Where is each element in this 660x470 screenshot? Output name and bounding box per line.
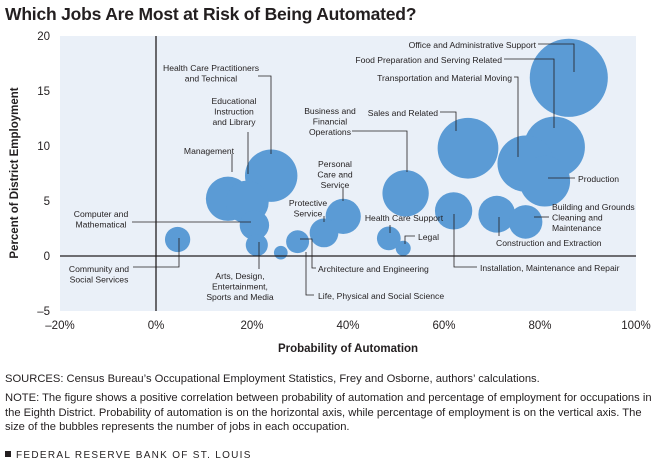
- label-construction-and-extraction: Construction and Extraction: [496, 238, 602, 248]
- leader-line-business-and-financial-operations: [352, 130, 408, 172]
- footer: FEDERAL RESERVE BANK OF ST. LOUIS: [5, 450, 252, 461]
- bubble-label-layer: Office and Administrative Support Food Pr…: [69, 40, 635, 302]
- leader-line-life-physical-and-social-science: [305, 252, 314, 296]
- bubble-office-and-administrative-support: [529, 38, 608, 117]
- leader-line-layer: [132, 43, 575, 296]
- footer-square-icon: [5, 451, 11, 457]
- bubble-arts-design-entertainment-sports-and-media: [245, 233, 268, 257]
- label-educational-instruction-and-library: Educational Instruction and Library: [212, 96, 257, 127]
- y-tick-label: –5: [37, 306, 50, 318]
- label-community-and-social-services: Community and Social Services: [69, 264, 129, 285]
- bubble-installation-maintenance-and-repair: [434, 192, 473, 230]
- label-transportation-and-material-moving: Transportation and Material Moving: [377, 73, 512, 83]
- leader-line-food-preparation-and-serving-related: [504, 58, 555, 128]
- bubble-business-and-financial-operations: [382, 170, 429, 217]
- label-personal-care-and-service: Personal Care and Service: [317, 159, 353, 190]
- label-production: Production: [578, 174, 619, 184]
- bubble-computer-and-mathematical: [239, 210, 270, 240]
- bubble-construction-and-extraction: [478, 195, 516, 233]
- tick-label-layer: –20% 0% 20% 40% 60% 80% 100% –5 0 5 10 15 20: [37, 31, 651, 332]
- leader-line-health-care-practitioners-and-technical: [258, 75, 272, 154]
- bubble-sales-and-related: [437, 117, 499, 179]
- bubble-life-physical-and-social-science: [273, 245, 288, 260]
- axes-layer: [60, 36, 636, 311]
- sources-note: SOURCES: Census Bureau’s Occupational Em…: [5, 373, 540, 385]
- y-tick-label: 10: [37, 141, 50, 153]
- x-axis-label: Probability of Automation: [278, 343, 418, 355]
- label-food-preparation-and-serving-related: Food Preparation and Serving Related: [355, 55, 502, 65]
- label-arts-design-entertainment-sports-and-media: Arts, Design, Entertainment, Sports and Me…: [206, 271, 274, 302]
- x-tick-label: 20%: [240, 320, 263, 332]
- x-tick-label: 0%: [148, 320, 165, 332]
- leader-line-office-and-administrative-support: [538, 43, 575, 72]
- x-tick-label: –20%: [45, 320, 74, 332]
- leader-line-installation-maintenance-and-repair: [453, 214, 477, 268]
- bubble-building-and-grounds-cleaning-and-maintenance: [508, 205, 543, 239]
- leader-line-transportation-and-material-moving: [514, 76, 519, 157]
- y-axis-label: Percent of District Employment: [9, 87, 21, 258]
- x-tick-label: 100%: [621, 320, 650, 332]
- leader-line-sales-and-related: [440, 111, 457, 131]
- chart-title: Which Jobs Are Most at Risk of Being Aut…: [5, 4, 417, 24]
- label-office-and-administrative-support: Office and Administrative Support: [409, 40, 537, 50]
- y-tick-label: 0: [44, 251, 50, 263]
- label-architecture-and-engineering: Architecture and Engineering: [318, 264, 429, 274]
- bubble-legal: [395, 240, 411, 256]
- label-sales-and-related: Sales and Related: [368, 108, 438, 118]
- x-tick-label: 40%: [336, 320, 359, 332]
- bubble-protective-service: [309, 218, 339, 248]
- bubble-production: [519, 155, 571, 207]
- label-management: Management: [184, 146, 235, 156]
- label-installation-maintenance-and-repair: Installation, Maintenance and Repair: [480, 263, 620, 273]
- label-health-care-support: Health Care Support: [365, 213, 444, 223]
- y-tick-label: 20: [37, 31, 50, 43]
- label-life-physical-and-social-science: Life, Physical and Social Science: [318, 291, 444, 301]
- bubble-architecture-and-engineering: [286, 230, 310, 254]
- label-building-and-grounds-cleaning-and-maintenance: Building and Grounds Cleaning and Maintena…: [552, 202, 635, 233]
- y-tick-label: 5: [44, 196, 50, 208]
- x-tick-label: 80%: [528, 320, 551, 332]
- label-business-and-financial-operations: Business and Financial Operations: [304, 106, 356, 137]
- label-health-care-practitioners-and-technical: Health Care Practitioners and Technical: [163, 63, 259, 84]
- footer-text: FEDERAL RESERVE BANK OF ST. LOUIS: [16, 450, 252, 461]
- leader-line-legal: [404, 235, 415, 244]
- leader-line-community-and-social-services: [133, 238, 180, 268]
- bubble-chart: –20% 0% 20% 40% 60% 80% 100% –5 0 5 10 15 20 Office …: [9, 31, 651, 355]
- x-tick-label: 60%: [432, 320, 455, 332]
- label-legal: Legal: [418, 232, 439, 242]
- bubble-community-and-social-services: [164, 226, 191, 253]
- figure-note: NOTE: The figure shows a positive correl…: [5, 392, 652, 434]
- y-tick-label: 15: [37, 86, 50, 98]
- label-computer-and-mathematical: Computer and Mathematical: [74, 209, 129, 230]
- label-protective-service: Protective Service: [289, 198, 327, 219]
- bubble-layer: [164, 38, 608, 260]
- bubble-health-care-support: [376, 226, 401, 251]
- leader-line-architecture-and-engineering: [300, 238, 316, 269]
